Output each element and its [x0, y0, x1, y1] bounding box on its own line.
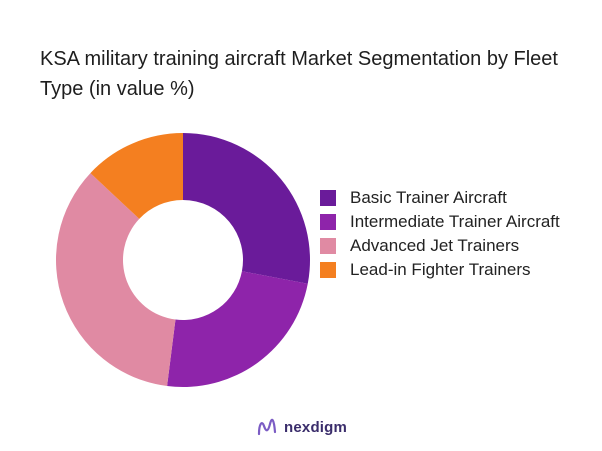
- legend-label-basic-trainer: Basic Trainer Aircraft: [350, 188, 507, 207]
- donut-slice-intermediate-trainer: [167, 271, 308, 387]
- chart-legend: Basic Trainer Aircraft Intermediate Trai…: [320, 186, 590, 282]
- brand-name: nexdigm: [284, 418, 348, 436]
- donut-slice-basic-trainer: [183, 133, 311, 284]
- brand-logo: nexdigm: [256, 416, 347, 438]
- nexdigm-logo-icon: [257, 418, 277, 436]
- donut-slice-lead-in-fighter: [90, 133, 183, 219]
- legend-item-lead-in-fighter: Lead-in Fighter Trainers: [320, 258, 590, 282]
- donut-slice-advanced-jet: [55, 173, 176, 386]
- legend-item-intermediate-trainer: Intermediate Trainer Aircraft: [320, 210, 590, 234]
- legend-swatch-basic-trainer: [320, 190, 336, 206]
- legend-swatch-advanced-jet: [320, 238, 336, 254]
- legend-label-lead-in-fighter: Lead-in Fighter Trainers: [350, 260, 531, 279]
- legend-swatch-intermediate-trainer: [320, 214, 336, 230]
- legend-item-advanced-jet: Advanced Jet Trainers: [320, 234, 590, 258]
- legend-label-intermediate-trainer: Intermediate Trainer Aircraft: [350, 212, 560, 231]
- legend-swatch-lead-in-fighter: [320, 262, 336, 278]
- legend-label-advanced-jet: Advanced Jet Trainers: [350, 236, 520, 255]
- chart-title: KSA military training aircraft Market Se…: [40, 48, 558, 100]
- legend-item-basic-trainer: Basic Trainer Aircraft: [320, 186, 590, 210]
